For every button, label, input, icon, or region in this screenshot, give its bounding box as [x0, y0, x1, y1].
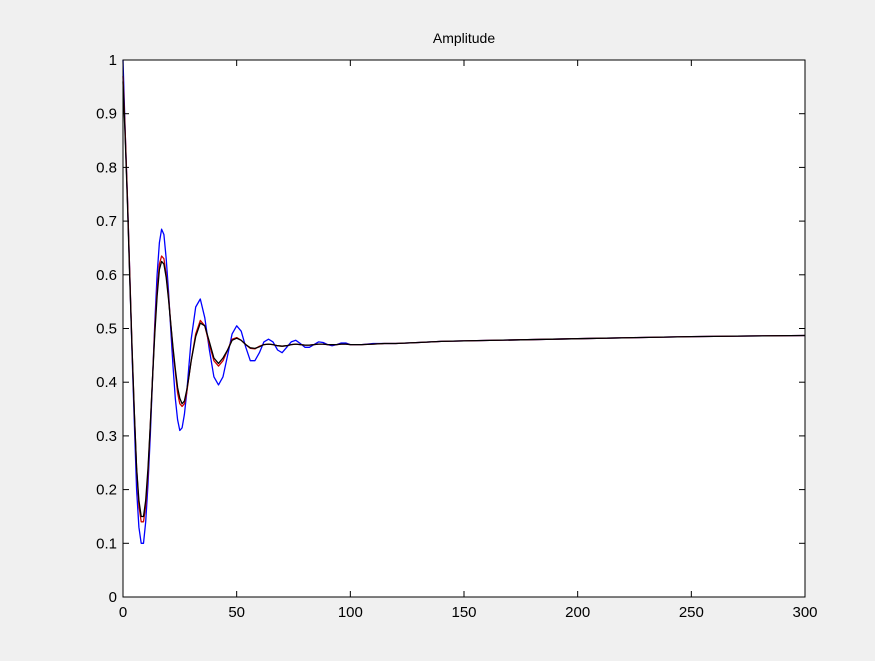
y-tick-label: 1 — [109, 52, 117, 69]
series-layer — [122, 59, 806, 544]
series-line-3 — [122, 81, 806, 518]
y-tick-label: 0.6 — [96, 267, 117, 284]
y-tick-label: 0 — [109, 589, 117, 606]
y-tick-label: 0.2 — [96, 482, 117, 499]
y-tick-label: 0.5 — [96, 321, 117, 338]
y-tick-label: 0.4 — [96, 374, 117, 391]
y-tick-label: 0.7 — [96, 213, 117, 230]
y-tick-label: 0.3 — [96, 428, 117, 445]
y-tick-label: 0.1 — [96, 535, 117, 552]
x-tick-label: 250 — [679, 604, 704, 621]
ticks-layer: 0 50 100 150 200 250 300 0 0.1 0.2 0.3 0.4 0.5 0.6 0.7… — [96, 52, 817, 621]
x-tick-label: 300 — [792, 604, 817, 621]
y-tick-label: 0.8 — [96, 159, 117, 176]
axes-area — [123, 60, 805, 597]
x-tick-label: 200 — [565, 604, 590, 621]
x-tick-label: 150 — [451, 604, 476, 621]
x-tick-label: 100 — [338, 604, 363, 621]
x-tick-label: 50 — [228, 604, 245, 621]
chart-title: Amplitude — [433, 30, 495, 46]
y-tick-label: 0.9 — [96, 106, 117, 123]
x-tick-label: 0 — [119, 604, 127, 621]
